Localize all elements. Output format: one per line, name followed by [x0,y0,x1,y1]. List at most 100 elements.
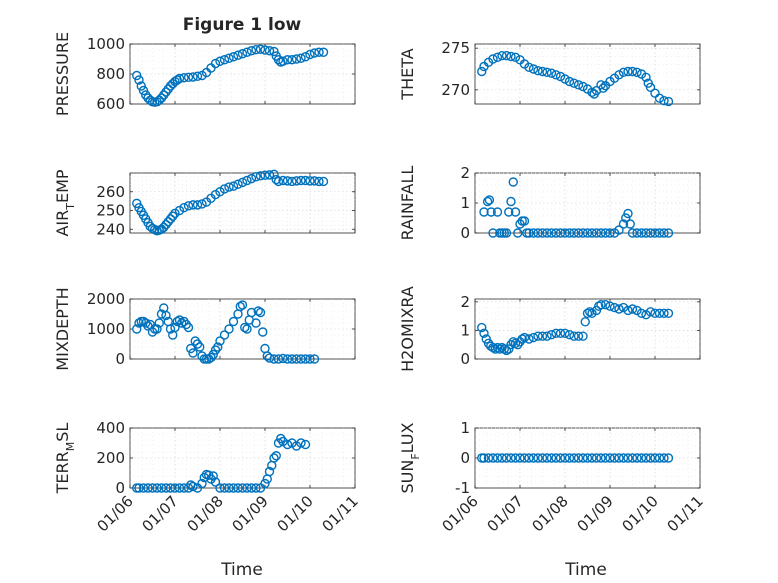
data-point [645,228,656,238]
data-point [161,483,171,493]
data-point [663,96,674,107]
data-point [551,70,561,80]
data-point [524,62,534,73]
data-point [627,304,638,314]
data-point [235,301,245,312]
y-tick-label: 260 [96,183,125,201]
x-tick-label: 01/11 [664,492,707,535]
data-point [282,439,293,450]
data-point [488,342,498,353]
y-tick-label: 270 [441,81,470,99]
data-point [168,211,178,221]
data-point [233,483,243,493]
data-point [564,228,575,238]
data-point [614,225,624,235]
data-point [594,301,604,311]
data-point [183,72,194,83]
data-point [510,453,521,463]
data-point [654,228,665,238]
data-point [519,332,530,343]
data-point [501,228,512,238]
data-point [560,328,570,338]
data-point [663,308,674,318]
data-point [510,52,521,63]
data-point [224,324,234,334]
y-tick-label: 0 [115,479,125,497]
subplot-mixdepth: 0 1000 2000 MIXDEPTH [53,287,356,371]
data-point [170,322,180,333]
data-point [609,453,620,463]
data-point [242,47,252,57]
data-point [224,53,234,63]
data-point [537,228,548,238]
data-point [309,354,320,364]
data-point [219,184,230,194]
data-point [596,453,606,463]
data-point [508,177,518,187]
data-point [573,331,584,341]
data-point [219,55,230,65]
data-point [210,477,221,487]
data-point [486,207,496,217]
data-point [159,222,169,233]
data-point [499,344,509,354]
data-point [170,483,180,493]
data-point [192,200,203,210]
data-point [296,175,306,186]
data-point [156,309,167,319]
data-point [654,308,665,318]
data-point [264,353,275,363]
data-point [188,72,198,82]
data-point [582,453,593,463]
data-point [287,55,297,65]
data-point [564,453,575,463]
y-axis-label-pressure: PRESSURE [53,32,72,116]
data-point [650,453,660,463]
data-point [537,453,548,463]
data-point [215,483,225,493]
data-point [264,46,275,56]
data-point [138,85,149,96]
data-point [152,324,162,334]
data-point [264,170,275,180]
data-point [627,453,638,463]
data-point [477,322,487,333]
data-point [228,181,239,191]
data-point [183,322,194,333]
data-point [645,82,656,93]
x-tick-label: 01/07 [484,492,527,535]
data-point [300,175,311,186]
x-axis-label-left: Time [220,560,263,580]
data-point [282,55,293,65]
y-axis-label-mixdepth: MIXDEPTH [53,287,72,370]
data-point [296,354,306,364]
data-point [197,199,207,209]
data-point [609,302,620,313]
data-point [251,172,261,182]
x-tick-label: 01/07 [139,492,182,535]
y-tick-label: -1 [455,479,470,497]
data-point [654,93,665,103]
data-point [510,338,521,348]
data-point [492,453,503,463]
data-point [546,228,557,238]
data-point [314,47,324,57]
data-point [479,328,489,338]
data-point [573,80,584,90]
data-point [513,340,523,350]
data-point [560,228,570,238]
data-point [605,301,615,311]
y-tick-label: 2000 [87,290,125,308]
data-point [641,72,651,83]
data-point [524,334,534,344]
data-point [291,176,302,186]
data-point [490,344,500,354]
data-point [163,217,173,227]
data-point [296,53,306,63]
data-point [479,207,489,217]
data-point [618,219,629,229]
data-point [260,170,270,180]
data-point [587,228,597,238]
data-point [497,50,507,61]
